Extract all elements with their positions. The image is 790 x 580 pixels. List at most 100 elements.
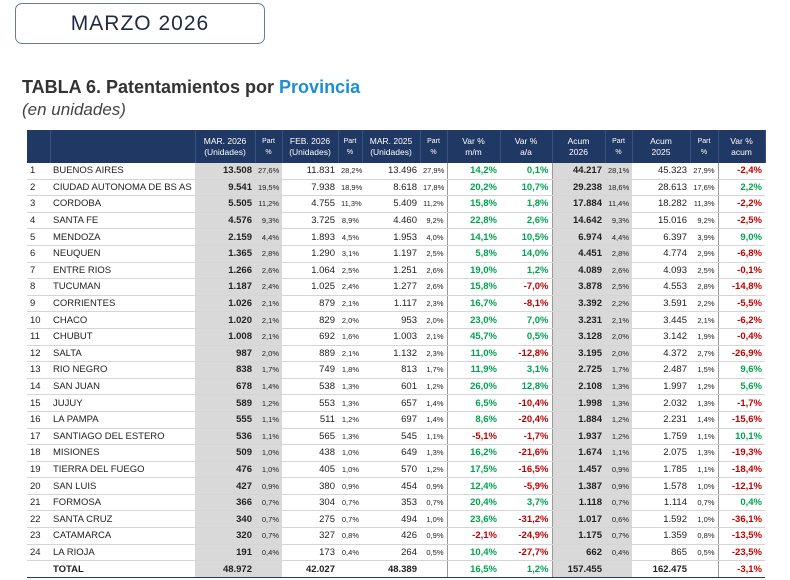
table-cell: 1.132 <box>362 345 420 363</box>
table-cell: 2,3% <box>420 295 448 313</box>
table-cell: -5,1% <box>447 428 500 446</box>
table-cell: 1.937 <box>552 428 605 446</box>
table-cell: 405 <box>282 461 338 479</box>
province-cell: TIERRA DEL FUEGO <box>50 461 195 479</box>
table-cell: 4.755 <box>282 195 338 213</box>
table-row: 17 SANTIAGO DEL ESTERO 536 1,1% 565 1,3% 545 1,… <box>27 428 765 446</box>
province-cell: RIO NEGRO <box>50 361 195 379</box>
table-cell: 0,4% <box>605 544 632 562</box>
table-cell: -26,9% <box>718 345 765 363</box>
table-row: 21 FORMOSA 366 0,7% 304 0,7% 353 0,7% 20,4% 3,7% 1… <box>27 494 765 512</box>
table-cell: 1,3% <box>690 394 719 412</box>
header-blank <box>27 130 51 163</box>
table-cell: 1.592 <box>632 510 690 529</box>
table-cell: 1,1% <box>605 444 632 462</box>
table-cell: 1,1% <box>255 411 282 429</box>
table-cell: 1,7% <box>605 361 632 379</box>
table-cell: -1,7% <box>500 428 553 446</box>
table-cell: 1.064 <box>282 262 338 280</box>
table-cell: 1,3% <box>605 394 632 412</box>
table-cell: 15.016 <box>632 212 690 230</box>
header-text: 2025 <box>651 146 671 157</box>
table-cell: -14,8% <box>718 278 765 296</box>
table-cell: 4.553 <box>632 278 690 296</box>
table-cell: 426 <box>362 527 420 545</box>
table-cell: -6,2% <box>718 311 765 329</box>
table-cell: 749 <box>282 361 338 379</box>
table-cell: 565 <box>282 428 338 446</box>
header-blank <box>50 130 196 163</box>
table-cell: 1,0% <box>338 444 362 462</box>
header-cell: MAR. 2026 (Unidades) <box>195 130 256 163</box>
table-cell: 17,5% <box>447 461 500 479</box>
table-cell: 2,6% <box>500 212 553 230</box>
header-cell: Part% <box>690 130 719 163</box>
table-cell: 1 <box>27 163 50 180</box>
header-text: Var % <box>514 135 538 146</box>
total-row: TOTAL 48.972 42.027 48.389 16,5% 1,2% 157.455 1… <box>27 560 765 578</box>
subtitle: (en unidades) <box>22 100 126 119</box>
table-cell: 1,3% <box>338 394 362 412</box>
header-text: Var % <box>462 135 485 146</box>
table-cell: 0,7% <box>690 494 719 512</box>
table-cell: 1,0% <box>420 510 448 529</box>
table-cell: 0,5% <box>690 544 719 562</box>
table-cell: 2,1% <box>255 295 282 313</box>
table-cell: 6.974 <box>552 228 605 246</box>
table-cell: 17,6% <box>690 179 719 197</box>
header-text: (Unidades) <box>289 146 331 157</box>
table-cell: 4.576 <box>195 212 255 230</box>
table-cell: 1,2% <box>500 262 553 280</box>
table-cell: 48.389 <box>362 560 420 578</box>
table-cell: 2 <box>27 179 50 197</box>
table-row: 23 CATAMARCA 320 0,7% 327 0,8% 426 0,9% -2,1% -24… <box>27 527 765 545</box>
province-cell: SAN JUAN <box>50 378 195 396</box>
header-text: % <box>615 148 622 156</box>
table-cell: 327 <box>282 527 338 545</box>
table-cell: 1,0% <box>255 444 282 462</box>
table-cell: 2,6% <box>420 262 448 280</box>
table-row: 8 TUCUMAN 1.187 2,4% 1.025 2,4% 1.277 2,6% 15,8%… <box>27 278 765 296</box>
table-cell: 18 <box>27 444 50 462</box>
table-cell: 5 <box>27 228 50 246</box>
table-cell: 889 <box>282 345 338 363</box>
table-cell: 23,6% <box>447 510 500 529</box>
table-cell: 1,2% <box>338 411 362 429</box>
table-cell: 16,5% <box>447 560 500 578</box>
header-cell: Part% <box>420 130 448 163</box>
table-cell: 11,2% <box>255 195 282 213</box>
table-cell: 2,5% <box>338 262 362 280</box>
table-cell: 26,0% <box>447 378 500 396</box>
table-cell: 16,7% <box>447 295 500 313</box>
table-cell: 173 <box>282 544 338 562</box>
table-row: 9 CORRIENTES 1.026 2,1% 879 2,1% 1.117 2,3% 16,7… <box>27 295 765 313</box>
table-cell: 678 <box>195 378 255 396</box>
table-cell: -5,5% <box>718 295 765 313</box>
header-cell: Var % a/a <box>500 130 553 163</box>
table-cell: 0,9% <box>338 477 362 495</box>
table-cell: 1.893 <box>282 228 338 246</box>
province-cell: SAN LUIS <box>50 477 195 495</box>
table-row: 24 LA RIOJA 191 0,4% 173 0,4% 264 0,5% 10,4% -27,… <box>27 544 765 562</box>
table-cell: 9,0% <box>718 228 765 246</box>
table-cell: 454 <box>362 477 420 495</box>
table-row: 2 CIUDAD AUTONOMA DE BS AS 9.541 19,5% 7.938… <box>27 179 765 197</box>
table-cell <box>27 560 50 578</box>
table-cell: 511 <box>282 411 338 429</box>
table-cell: 1.359 <box>632 527 690 545</box>
table-cell: -23,5% <box>718 544 765 562</box>
table-cell: -2,4% <box>718 163 765 180</box>
table-cell: 0,7% <box>255 527 282 545</box>
table-cell: 23 <box>27 527 50 545</box>
table-cell: 3.725 <box>282 212 338 230</box>
table-cell: 4,0% <box>420 228 448 246</box>
table-cell: 476 <box>195 461 255 479</box>
table-cell: 1,8% <box>500 195 553 213</box>
table-cell: 545 <box>362 428 420 446</box>
table-cell: 1,3% <box>605 378 632 396</box>
table-cell: -20,4% <box>500 411 553 429</box>
table-cell: 1,4% <box>690 411 719 429</box>
table-cell: 536 <box>195 428 255 446</box>
table-cell: 9 <box>27 295 50 313</box>
table-row: 16 LA PAMPA 555 1,1% 511 1,2% 697 1,4% 8,6% -20,4… <box>27 411 765 429</box>
